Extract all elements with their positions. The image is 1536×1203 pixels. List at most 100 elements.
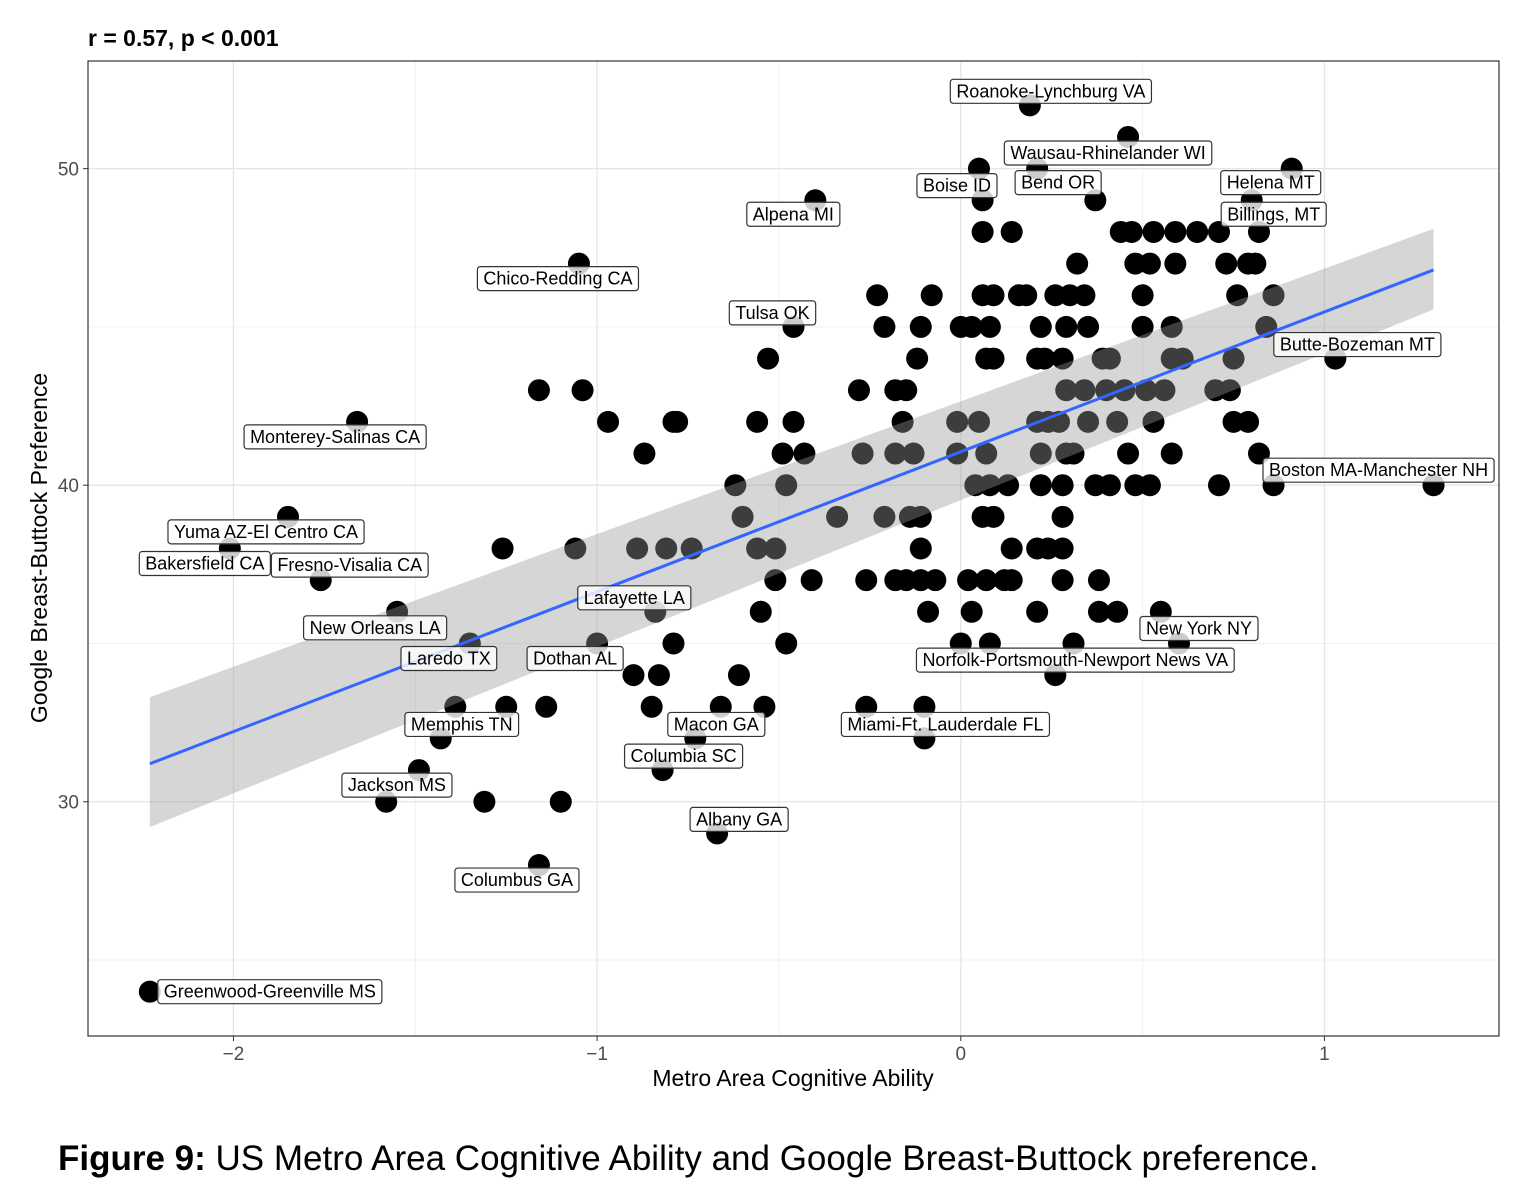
x-tick-label: 0 [955, 1044, 966, 1065]
data-point [1029, 474, 1052, 497]
regression-line [149, 268, 1435, 766]
point-label: Helena MT [1220, 170, 1322, 196]
data-point [1117, 442, 1140, 465]
data-point [764, 537, 787, 560]
point-label: New Orleans LA [302, 615, 448, 641]
data-point [1015, 284, 1038, 307]
point-label-text: Helena MT [1227, 173, 1315, 193]
point-label: Wausau-Rhinelander WI [1003, 140, 1213, 166]
data-point [1073, 284, 1096, 307]
data-point [1226, 284, 1249, 307]
point-label-text: Butte-Bozeman MT [1280, 335, 1435, 355]
annotation-layer: Roanoke-Lynchburg VA Wausau-Rhinelander W… [138, 78, 1495, 1005]
data-point [775, 474, 798, 497]
point-label-box [454, 867, 580, 893]
data-point [800, 569, 823, 592]
data-point [909, 315, 932, 338]
point-label-box [577, 585, 692, 611]
y-axis-label: Google Breast-Buttock Preference [26, 373, 52, 723]
data-point [527, 379, 550, 402]
data-point [647, 664, 670, 687]
data-point [666, 410, 689, 433]
point-label-text: Columbus GA [461, 870, 573, 890]
data-point [1106, 410, 1129, 433]
data-point [1077, 410, 1100, 433]
point-label-text: Memphis TN [411, 714, 513, 734]
data-point [1222, 347, 1245, 370]
data-point [1138, 252, 1161, 275]
data-point [1087, 569, 1110, 592]
data-point [793, 442, 816, 465]
point-label-box [1220, 170, 1322, 196]
point-label-box [1003, 140, 1213, 166]
data-point [1073, 379, 1096, 402]
point-label-text: Laredo TX [407, 648, 491, 668]
point-label-box [915, 647, 1235, 673]
data-point [1051, 474, 1074, 497]
point-label: Dothan AL [526, 645, 624, 672]
point-label-text: Macon GA [674, 714, 759, 734]
point-label: Bend OR [1014, 170, 1102, 196]
data-point [960, 600, 983, 623]
x-tick-label: 1 [1319, 1044, 1330, 1065]
data-point [960, 315, 983, 338]
point-label-text: Boston MA-Manchester NH [1269, 460, 1488, 480]
point-label-box [840, 711, 1051, 738]
data-point [1186, 220, 1209, 243]
point-label-text: Columbia SC [631, 746, 737, 766]
data-point [1077, 315, 1100, 338]
data-point [1055, 315, 1078, 338]
point-label: Greenwood-Greenville MS [157, 979, 383, 1005]
data-point [1055, 379, 1078, 402]
point-label: Memphis TN [404, 711, 520, 738]
data-point [491, 537, 514, 560]
data-point [1120, 220, 1143, 243]
data-point [1244, 252, 1267, 275]
data-point [884, 442, 907, 465]
data-point [891, 410, 914, 433]
point-label-text: Greenwood-Greenville MS [164, 982, 376, 1002]
point-label-box [916, 173, 998, 199]
data-point [946, 410, 969, 433]
point-label: Butte-Bozeman MT [1273, 331, 1442, 358]
data-point [982, 284, 1005, 307]
point-label-box [949, 78, 1153, 104]
point-label: Alpena MI [746, 201, 841, 227]
data-point [622, 664, 645, 687]
data-point [564, 537, 587, 560]
data-point [982, 347, 1005, 370]
data-point [764, 569, 787, 592]
point-label-text: Miami-Ft. Lauderdale FL [847, 714, 1043, 734]
point-label-text: Bakersfield CA [145, 554, 264, 574]
data-point [640, 695, 663, 718]
data-point [1066, 252, 1089, 275]
point-label-text: Norfolk-Portsmouth-Newport News VA [922, 650, 1228, 670]
point-label-box [476, 265, 640, 292]
axes: −2 −1 0 1 30 40 50 [58, 160, 1330, 1065]
data-point [1207, 474, 1230, 497]
point-label-box [1220, 201, 1327, 227]
data-point [902, 442, 925, 465]
point-label: Fresno-Visalia CA [270, 552, 429, 578]
point-label-box [302, 615, 448, 641]
point-label: Albany GA [689, 806, 789, 833]
data-point [746, 410, 769, 433]
point-label-box [623, 743, 744, 769]
data-point [633, 442, 656, 465]
data-point [917, 600, 940, 623]
point-label: Macon GA [667, 711, 766, 738]
data-point [1131, 315, 1154, 338]
data-point [655, 537, 678, 560]
x-tick-label: −1 [586, 1044, 608, 1065]
point-label-box [138, 550, 271, 577]
data-point [771, 442, 794, 465]
data-point [662, 632, 685, 655]
data-point [1138, 474, 1161, 497]
point-label-text: Fresno-Visalia CA [277, 555, 422, 575]
point-label-box [157, 979, 383, 1005]
data-point [873, 505, 896, 528]
data-point [1106, 600, 1129, 623]
data-point [971, 220, 994, 243]
data-point [978, 315, 1001, 338]
point-label-text: New Orleans LA [310, 618, 441, 638]
